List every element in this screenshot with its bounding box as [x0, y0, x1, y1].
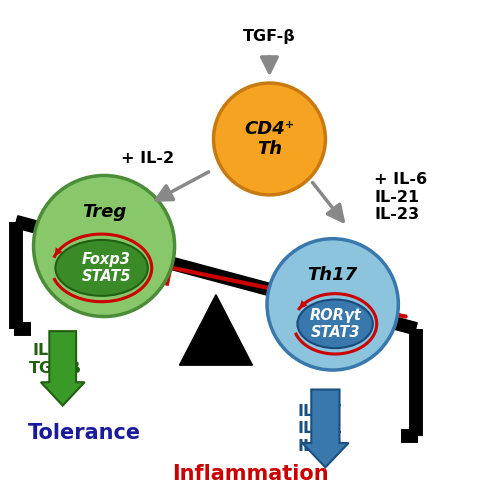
Text: Foxp3
STAT5: Foxp3 STAT5 [82, 252, 131, 284]
Ellipse shape [56, 240, 148, 296]
Text: TGF-β: TGF-β [243, 29, 296, 44]
Circle shape [214, 83, 326, 195]
Text: RORγt
STAT3: RORγt STAT3 [309, 308, 361, 340]
Text: Inflammation: Inflammation [172, 463, 328, 484]
Ellipse shape [298, 300, 373, 348]
Text: CD4⁺
Th: CD4⁺ Th [244, 120, 294, 158]
Text: IL-10
TGF-β: IL-10 TGF-β [29, 343, 82, 376]
Circle shape [34, 176, 174, 316]
Text: Treg: Treg [82, 203, 126, 221]
FancyArrow shape [302, 390, 348, 467]
FancyArrow shape [41, 331, 84, 405]
Text: Tolerance: Tolerance [28, 423, 141, 443]
Text: + IL-2: + IL-2 [122, 151, 174, 166]
Text: + IL-6
IL-21
IL-23: + IL-6 IL-21 IL-23 [374, 173, 427, 222]
Polygon shape [14, 216, 417, 335]
Text: Th17: Th17 [308, 266, 358, 284]
Circle shape [267, 239, 398, 370]
Text: IL-17
IL-21
IL-22: IL-17 IL-21 IL-22 [298, 404, 343, 454]
Polygon shape [180, 295, 252, 365]
